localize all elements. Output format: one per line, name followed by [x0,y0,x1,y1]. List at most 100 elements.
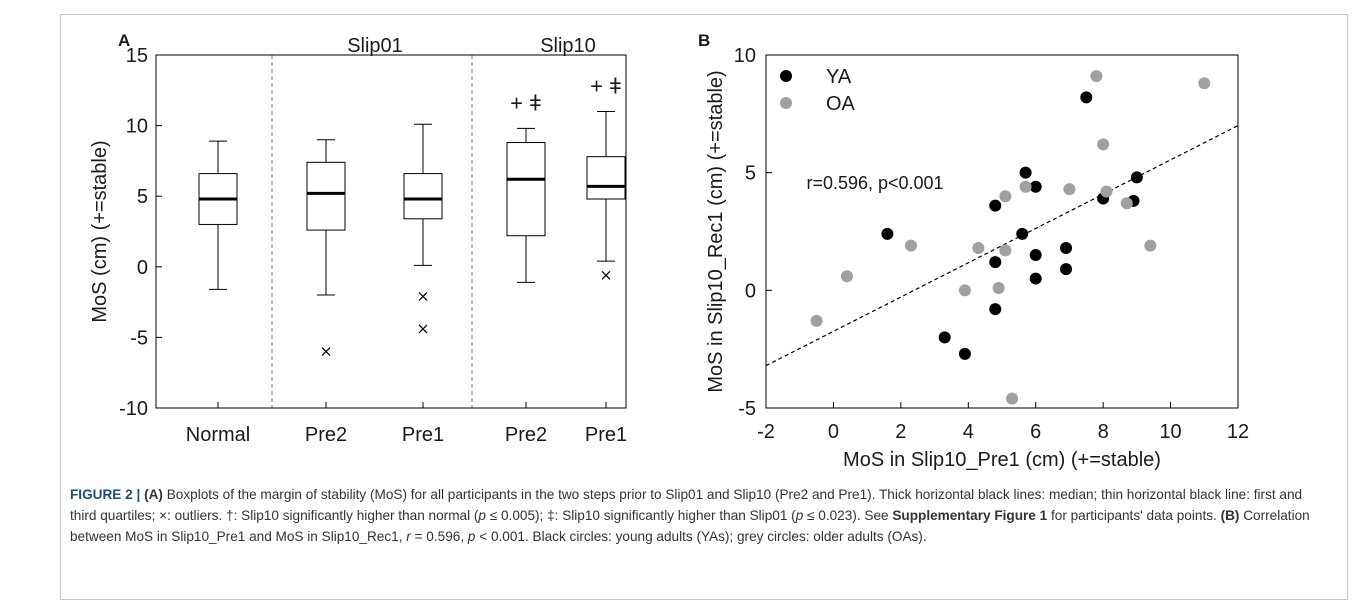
legend-label-ya: YA [826,66,852,88]
y-tick-label: 10 [126,116,148,138]
point-ya [1130,171,1143,184]
point-ya [1029,272,1042,285]
caption-segment: p [795,508,804,523]
interquartile-box [306,161,346,231]
significance-marks: + ǂ [590,73,622,98]
point-oa [840,270,853,283]
interquartile-box [586,156,626,200]
panel-a-plot-area [155,54,627,409]
caption-segment: < 0.001. Black circles: young adults (YA… [475,529,927,544]
point-ya [938,331,951,344]
panel-a-x-ticks: Normal Pre2 Pre1 Pre2 Pre1 [186,402,627,446]
y-tick-label: 5 [137,186,148,208]
caption-segment: ≤ 0.005); ‡: Slip10 significantly higher… [485,508,796,523]
caption-segment: p [478,508,486,523]
x-tick-label: 12 [1227,421,1249,443]
point-oa [1063,183,1076,196]
group-label: Slip01 [347,35,403,57]
significance-marks: + ǂ [510,90,542,115]
y-tick-label: 0 [745,280,756,302]
y-tick-label: 5 [745,163,756,185]
legend-marker-oa [780,97,792,109]
point-ya [1080,91,1093,104]
point-oa [1144,239,1157,252]
y-tick-label: 0 [137,257,148,279]
x-tick-label: Normal [186,424,250,446]
point-ya [989,303,1002,316]
legend-marker-ya [780,70,792,82]
point-oa [1090,70,1103,83]
panel-b-plot-area [765,54,1239,409]
point-oa [1097,138,1110,151]
correlation-annotation: r=0.596, p<0.001 [806,173,943,193]
x-tick-label: 2 [895,421,906,443]
panel-b-y-axis-label: MoS in Slip10_Rec1 (cm) (+=stable) [705,70,727,392]
y-tick-label: -5 [130,327,148,349]
caption-body: (A) Boxplots of the margin of stability … [70,487,1310,544]
outlier-mark [321,347,331,356]
x-tick-label: Pre1 [402,424,444,446]
caption-segment: ≤ 0.023). See [803,508,893,523]
outlier-mark [601,270,611,280]
outlier-mark [418,324,428,334]
point-oa [1120,197,1133,210]
panel-b: B MoS in Slip10_Rec1 (cm) (+=stable) MoS… [698,31,1249,471]
point-ya [1060,263,1073,276]
point-oa [1006,392,1019,405]
x-tick-label: 8 [1098,421,1109,443]
group-label: Slip10 [540,35,596,57]
point-ya [1060,241,1073,254]
point-ya [1016,227,1029,240]
caption-segment: Boxplots of the margin of stability (MoS… [70,487,1303,523]
interquartile-box [506,142,546,237]
caption-figure-label: FIGURE 2 | [70,487,141,502]
point-ya [989,199,1002,212]
point-oa [1019,180,1032,193]
panel-b-y-ticks: -5 0 5 10 [734,45,772,420]
point-ya [1029,249,1042,262]
box-4: + ǂ [586,73,626,280]
caption-segment: Supplementary Figure 1 [892,508,1048,523]
caption-segment: = 0.596, [410,529,468,544]
scatter-points [810,70,1211,405]
point-oa [904,239,917,252]
panel-a-group-labels: Slip01 Slip10 [347,35,596,57]
point-oa [972,241,985,254]
panel-b-axes [765,54,1239,409]
y-tick-label: -5 [738,398,756,420]
panel-a-axes [155,54,627,409]
figure-frame [60,14,1348,600]
regression-line [765,125,1239,367]
point-oa [999,190,1012,203]
x-tick-label: 10 [1159,421,1181,443]
x-tick-label: -2 [757,421,775,443]
caption-segment: r [406,529,411,544]
x-tick-label: 4 [963,421,974,443]
caption-segment: (A) [144,487,163,502]
caption-segment: for participants' data points. [1047,508,1221,523]
panel-a: A MoS (cm) (+=stable) -10 -5 0 5 10 15 Normal… [89,31,627,446]
x-tick-label: 6 [1030,421,1041,443]
point-oa [1100,185,1113,198]
point-ya [881,227,894,240]
panel-b-x-axis-label: MoS in Slip10_Pre1 (cm) (+=stable) [843,449,1161,471]
y-tick-label: -10 [119,398,148,420]
figure-caption: FIGURE 2 | (A) Boxplots of the margin of… [70,484,1330,547]
legend-label-oa: OA [826,93,856,115]
y-tick-label: 15 [126,45,148,67]
legend: YA OA [780,66,856,115]
interquartile-box [403,173,443,220]
point-ya [1019,166,1032,179]
point-oa [999,244,1012,257]
caption-segment: Correlation between MoS in Slip10_Pre1 a… [70,508,1310,544]
point-ya [989,256,1002,269]
point-oa [1198,77,1211,90]
panel-b-x-ticks: -2 0 2 4 6 8 10 12 [757,402,1249,443]
caption-segment: p [467,529,476,544]
box-3: + ǂ [506,90,546,283]
box-2 [403,123,443,334]
x-tick-label: Pre1 [585,424,627,446]
point-oa [810,314,823,327]
point-ya [958,347,971,360]
outlier-mark [418,292,428,301]
